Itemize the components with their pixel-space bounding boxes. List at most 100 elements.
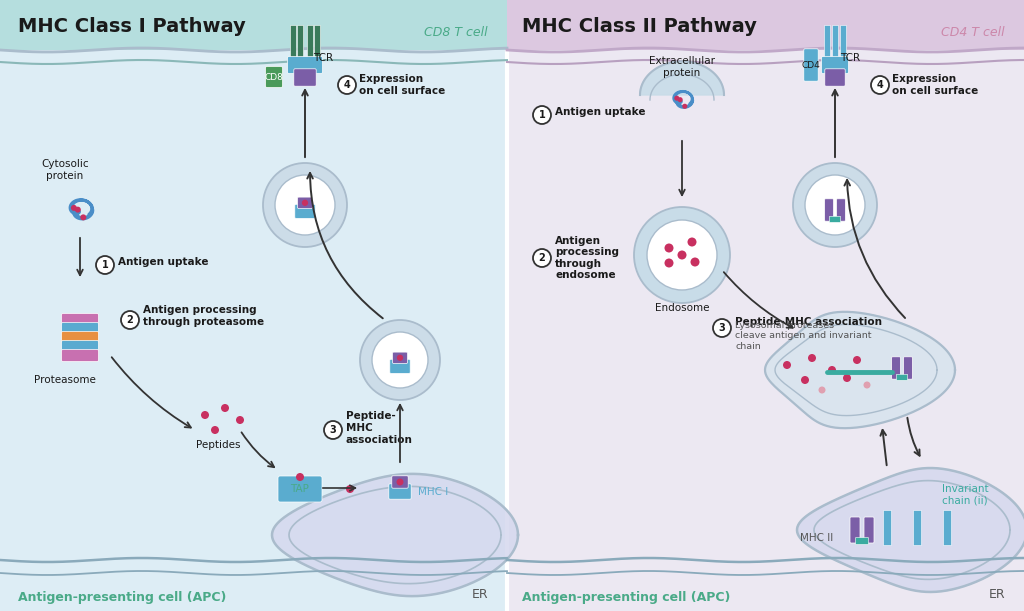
FancyBboxPatch shape xyxy=(804,49,818,81)
FancyBboxPatch shape xyxy=(837,199,846,221)
Circle shape xyxy=(843,374,851,382)
Polygon shape xyxy=(272,474,518,596)
Circle shape xyxy=(805,175,865,235)
Text: Endosome: Endosome xyxy=(654,303,710,313)
Polygon shape xyxy=(765,312,955,428)
Text: 4: 4 xyxy=(344,80,350,90)
Text: 3: 3 xyxy=(719,323,725,333)
Text: CD8 T cell: CD8 T cell xyxy=(424,26,488,38)
Circle shape xyxy=(828,366,836,374)
Circle shape xyxy=(275,175,335,235)
FancyBboxPatch shape xyxy=(265,67,283,87)
Text: Lysosomal proteases
cleave antigen and invariant
chain: Lysosomal proteases cleave antigen and i… xyxy=(735,321,871,351)
Text: Antigen-presenting cell (APC): Antigen-presenting cell (APC) xyxy=(18,591,226,604)
FancyBboxPatch shape xyxy=(829,216,841,222)
Bar xyxy=(307,25,313,60)
Text: TCR: TCR xyxy=(840,53,860,63)
Text: Antigen
processing
through
endosome: Antigen processing through endosome xyxy=(555,236,618,280)
Circle shape xyxy=(634,207,730,303)
Text: 2: 2 xyxy=(539,253,546,263)
Circle shape xyxy=(302,200,308,206)
Text: ER: ER xyxy=(988,588,1005,601)
Text: Extracellular
protein: Extracellular protein xyxy=(649,56,715,78)
FancyBboxPatch shape xyxy=(61,340,98,353)
Bar xyxy=(507,0,1024,611)
Bar xyxy=(824,25,830,60)
FancyBboxPatch shape xyxy=(294,69,316,86)
Text: 2: 2 xyxy=(127,315,133,325)
Circle shape xyxy=(263,163,347,247)
FancyBboxPatch shape xyxy=(295,204,315,218)
Circle shape xyxy=(372,332,428,388)
Circle shape xyxy=(397,354,403,361)
Circle shape xyxy=(783,361,791,369)
Text: 1: 1 xyxy=(539,110,546,120)
Circle shape xyxy=(221,404,229,412)
Text: MHC I: MHC I xyxy=(418,487,449,497)
FancyBboxPatch shape xyxy=(392,352,408,364)
Bar xyxy=(290,25,296,60)
Circle shape xyxy=(71,205,77,211)
Circle shape xyxy=(682,104,687,109)
Text: Expression
on cell surface: Expression on cell surface xyxy=(892,74,978,96)
Text: ER: ER xyxy=(471,588,488,601)
Text: Proteasome: Proteasome xyxy=(34,375,96,385)
Circle shape xyxy=(360,320,440,400)
Circle shape xyxy=(346,485,354,493)
Text: Peptides: Peptides xyxy=(196,440,241,450)
Circle shape xyxy=(80,214,86,221)
Text: 4: 4 xyxy=(877,80,884,90)
Circle shape xyxy=(853,356,861,364)
Circle shape xyxy=(296,473,304,481)
Circle shape xyxy=(713,319,731,337)
FancyBboxPatch shape xyxy=(855,538,868,544)
Polygon shape xyxy=(797,468,1024,592)
FancyBboxPatch shape xyxy=(392,476,409,488)
Circle shape xyxy=(236,416,244,424)
Text: 1: 1 xyxy=(101,260,109,270)
Circle shape xyxy=(647,220,717,290)
Circle shape xyxy=(678,251,686,260)
FancyBboxPatch shape xyxy=(864,517,874,543)
Bar xyxy=(0,0,507,611)
Circle shape xyxy=(801,376,809,384)
Text: TAP: TAP xyxy=(291,484,309,494)
Circle shape xyxy=(211,426,219,434)
FancyBboxPatch shape xyxy=(892,357,900,379)
Text: Antigen processing
through proteasome: Antigen processing through proteasome xyxy=(143,306,264,327)
Text: CD8: CD8 xyxy=(264,73,284,81)
Text: Antigen uptake: Antigen uptake xyxy=(555,107,645,117)
FancyBboxPatch shape xyxy=(896,375,907,381)
Bar xyxy=(913,510,921,545)
FancyBboxPatch shape xyxy=(824,69,845,86)
Text: Peptide-MHC association: Peptide-MHC association xyxy=(735,317,882,327)
Text: CD4 T cell: CD4 T cell xyxy=(941,26,1005,38)
Circle shape xyxy=(871,76,889,94)
Bar xyxy=(943,510,951,545)
FancyBboxPatch shape xyxy=(61,332,98,343)
FancyBboxPatch shape xyxy=(61,323,98,334)
Bar xyxy=(507,0,1024,50)
Text: Peptide-
MHC
association: Peptide- MHC association xyxy=(346,411,413,445)
FancyBboxPatch shape xyxy=(288,56,323,73)
Text: 3: 3 xyxy=(330,425,336,435)
Bar xyxy=(314,25,319,60)
Circle shape xyxy=(793,163,877,247)
Bar xyxy=(831,25,838,60)
Circle shape xyxy=(301,69,309,77)
Text: MHC Class I Pathway: MHC Class I Pathway xyxy=(18,16,246,35)
Text: CD4: CD4 xyxy=(802,60,820,70)
Circle shape xyxy=(396,478,403,486)
FancyBboxPatch shape xyxy=(824,199,834,221)
Circle shape xyxy=(201,411,209,419)
FancyBboxPatch shape xyxy=(390,359,411,373)
Circle shape xyxy=(665,258,674,268)
Bar xyxy=(840,25,846,60)
Circle shape xyxy=(808,354,816,362)
Circle shape xyxy=(863,381,870,389)
Circle shape xyxy=(96,256,114,274)
FancyBboxPatch shape xyxy=(298,197,312,208)
Text: Antigen uptake: Antigen uptake xyxy=(118,257,209,267)
FancyBboxPatch shape xyxy=(821,56,849,73)
Bar xyxy=(0,0,507,50)
